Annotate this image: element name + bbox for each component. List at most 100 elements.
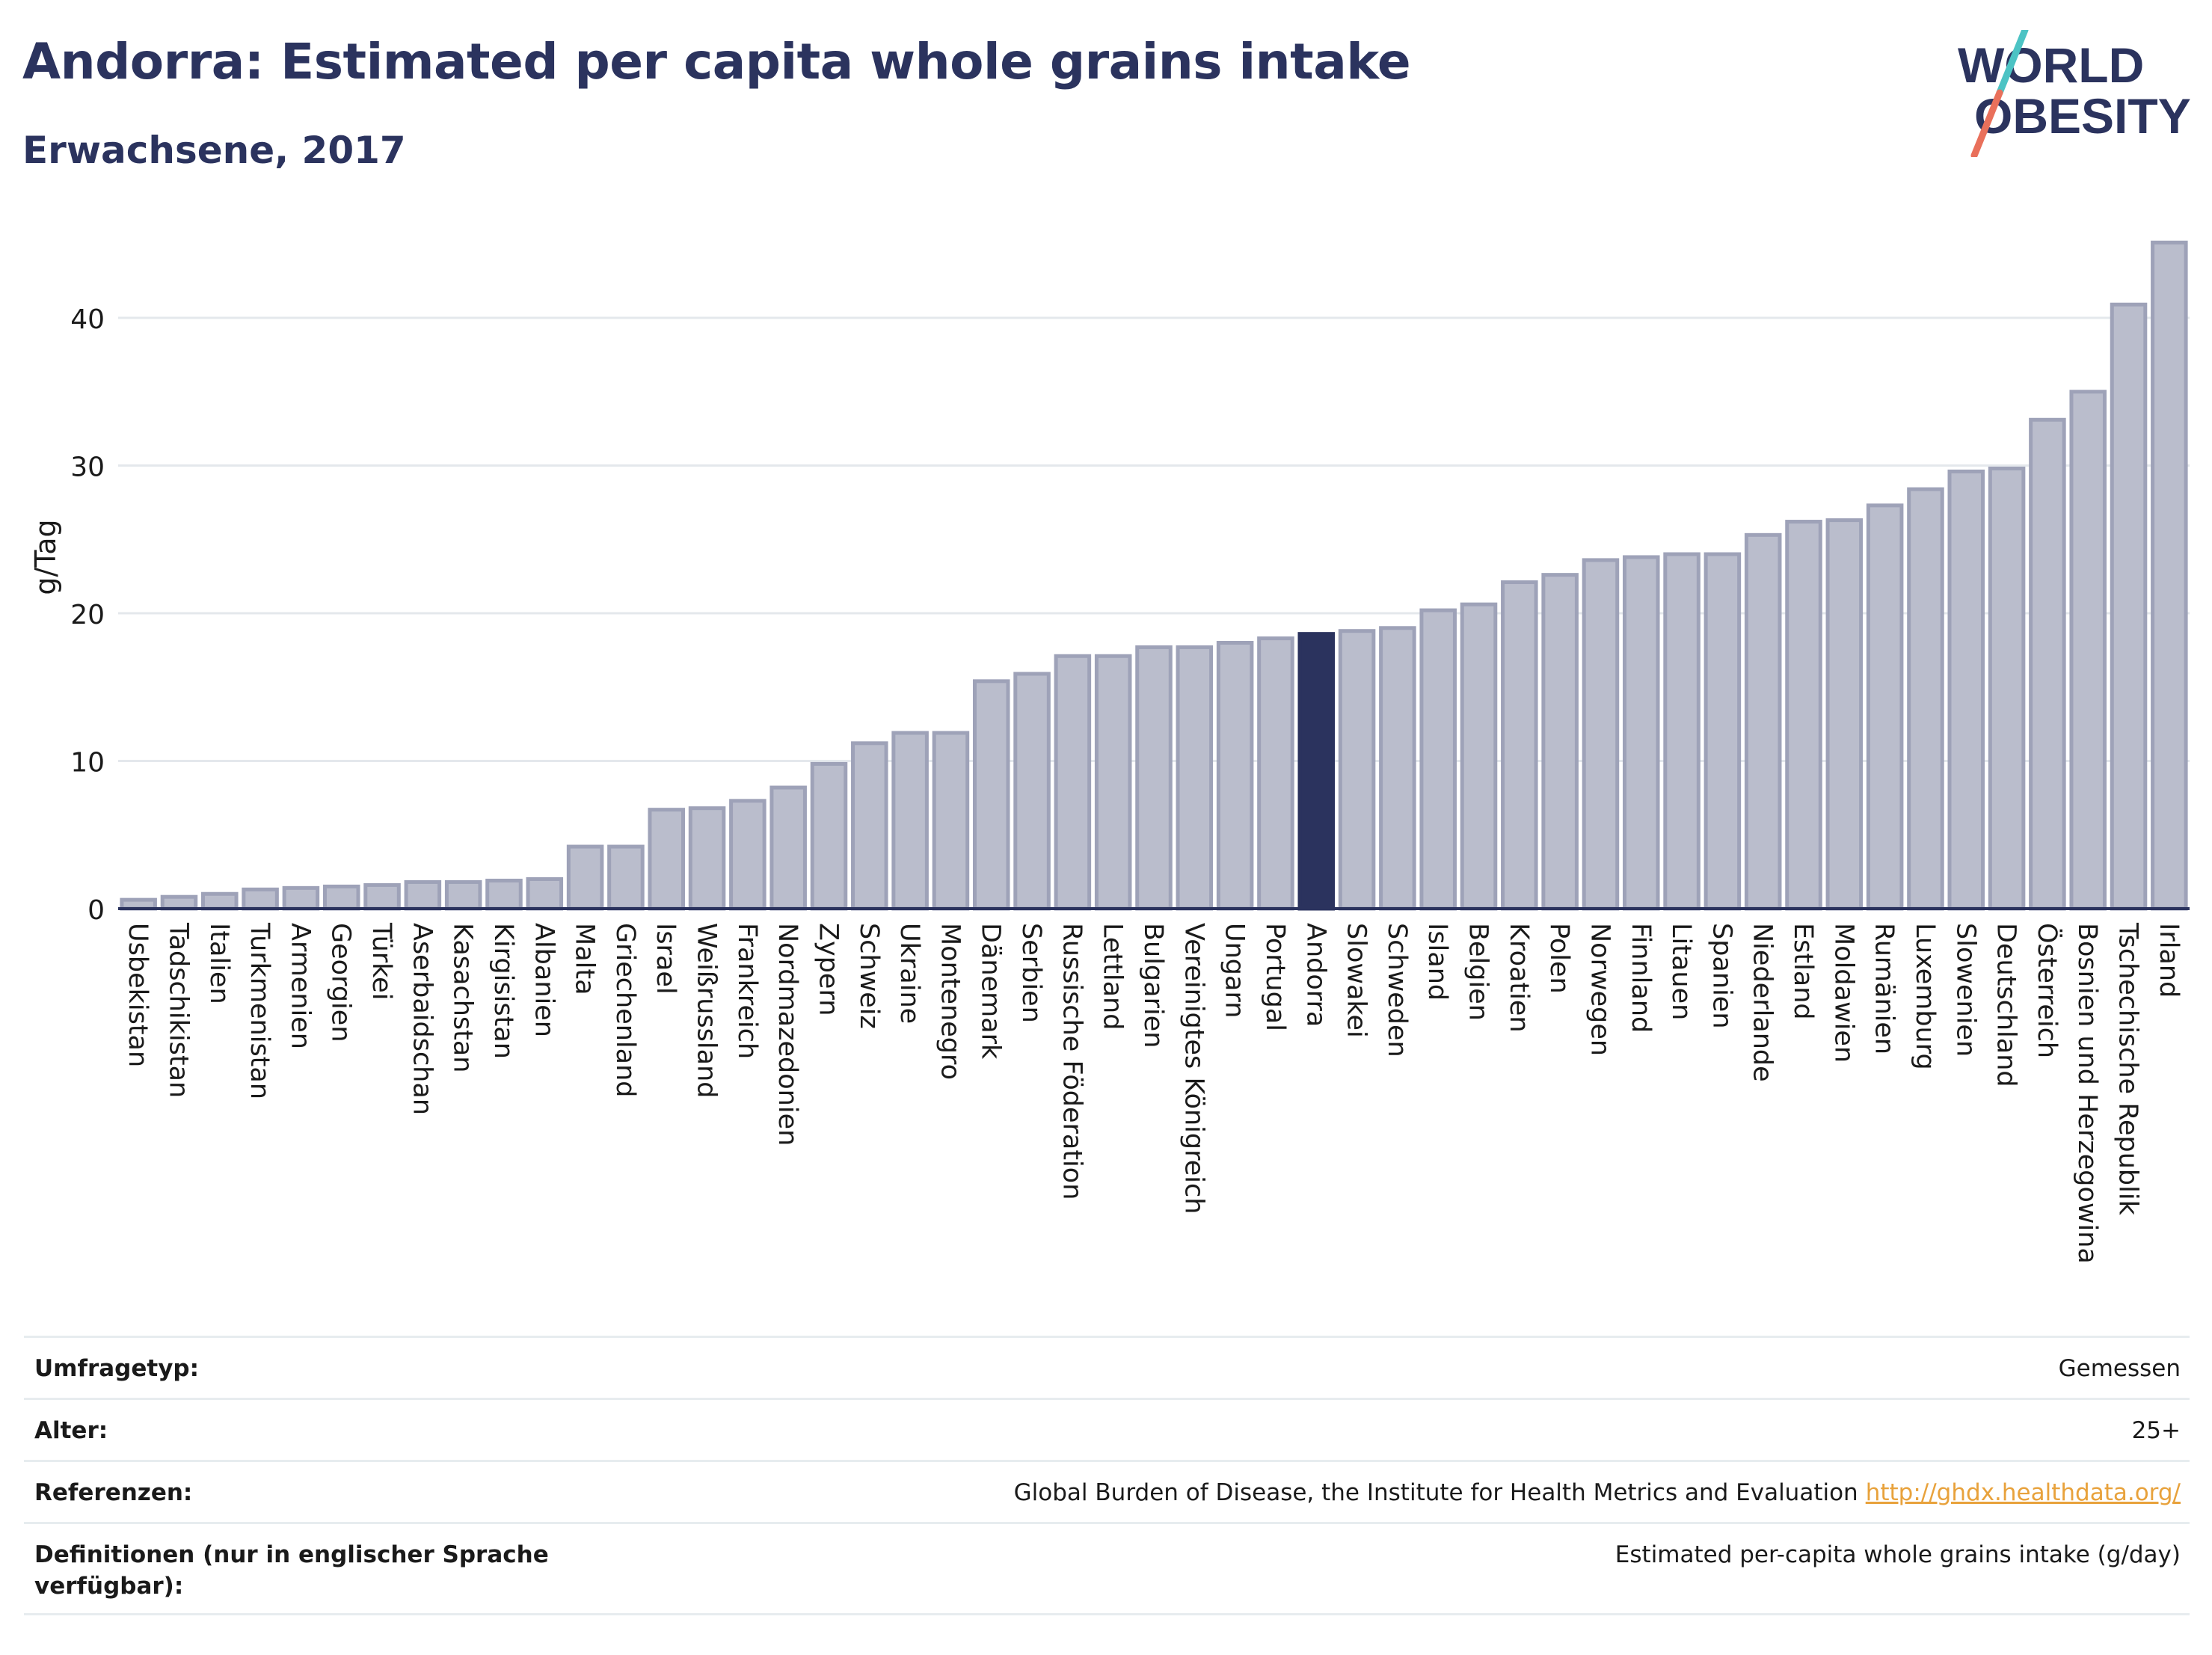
x-tick-label: Dänemark — [976, 923, 1006, 1060]
x-tick-label: Israel — [651, 923, 681, 995]
bar — [2069, 390, 2107, 911]
x-tick-label: Kroatien — [1504, 923, 1534, 1033]
x-tick-label: Usbekistan — [123, 923, 153, 1067]
bar — [1947, 469, 1985, 911]
y-tick-label: 20 — [70, 600, 105, 630]
info-row-references: Referenzen: Global Burden of Disease, th… — [24, 1460, 2190, 1522]
x-tick-label: Schweiz — [854, 923, 884, 1029]
bar — [282, 885, 320, 911]
logo-slash-teal — [1996, 30, 2029, 96]
bar — [160, 894, 198, 911]
bar — [1907, 487, 1944, 911]
x-tick-label: Finnland — [1626, 923, 1656, 1033]
bar — [444, 879, 482, 911]
x-tick-label: Aserbaidschan — [407, 923, 437, 1115]
x-tick-label: Norwegen — [1585, 923, 1615, 1056]
bar — [2029, 417, 2066, 911]
bar — [607, 844, 645, 911]
bar — [485, 878, 523, 911]
x-tick-label: Polen — [1544, 923, 1574, 994]
bar — [1338, 629, 1376, 911]
x-tick-label: Italien — [204, 923, 234, 1004]
info-label: Umfragetyp: — [34, 1355, 199, 1382]
bar — [1176, 645, 1214, 911]
x-tick-label: Nordmazedonien — [772, 923, 802, 1146]
bar — [526, 877, 564, 911]
info-value: Gemessen — [2058, 1355, 2181, 1382]
x-tick-label: Slowenien — [1950, 923, 1980, 1057]
x-tick-label: Slowakei — [1342, 923, 1371, 1038]
y-tick-label: 40 — [70, 304, 105, 335]
x-tick-label: Ungarn — [1220, 923, 1250, 1018]
bar — [404, 879, 442, 911]
bar — [1988, 466, 2026, 911]
y-tick-label: 10 — [70, 748, 105, 779]
bar — [810, 761, 848, 911]
y-tick-label: 0 — [87, 895, 105, 926]
x-tick-label: Vereinigtes Königreich — [1179, 923, 1208, 1214]
bar — [1216, 641, 1254, 911]
info-table: Umfragetyp: Gemessen Alter: 25+ Referenz… — [24, 1336, 2190, 1615]
x-tick-label: Montenegro — [935, 923, 965, 1080]
x-tick-label: Schweden — [1382, 923, 1412, 1057]
info-row-definitions: Definitionen (nur in englischer Sprache … — [24, 1522, 2190, 1615]
x-tick-label: Frankreich — [732, 923, 762, 1059]
x-tick-label: Litauen — [1666, 923, 1696, 1020]
y-tick-label: 30 — [70, 452, 105, 483]
bar — [1054, 654, 1092, 911]
info-label: Referenzen: — [34, 1479, 193, 1506]
bar — [1379, 626, 1416, 911]
logo-word-obesity: OBESITY — [1974, 88, 2191, 144]
bar — [769, 785, 807, 911]
bar — [1622, 555, 1660, 911]
x-tick-label: Deutschland — [1991, 923, 2021, 1087]
chart-title: Andorra: Estimated per capita whole grai… — [22, 33, 1411, 90]
x-tick-label: Österreich — [2032, 923, 2063, 1058]
y-axis-label: g/Tag — [29, 519, 62, 595]
x-tick-label: Moldawien — [1828, 923, 1858, 1063]
reference-text: Global Burden of Disease, the Institute … — [1013, 1479, 1858, 1506]
bar — [363, 882, 401, 911]
x-tick-label: Irland — [2154, 923, 2184, 998]
bar — [891, 731, 929, 911]
bar — [972, 679, 1010, 911]
x-tick-label: Zypern — [813, 923, 843, 1016]
info-label: Definitionen (nur in englischer Sprache … — [34, 1541, 549, 1600]
bar — [1582, 558, 1620, 911]
x-tick-label: Kasachstan — [448, 923, 478, 1072]
chart-subtitle: Erwachsene, 2017 — [22, 129, 406, 172]
bar — [688, 806, 726, 911]
bar — [1785, 520, 1822, 911]
x-tick-label: Portugal — [1260, 923, 1290, 1031]
x-tick-label: Lettland — [1098, 923, 1128, 1030]
bar — [2151, 240, 2188, 911]
x-tick-label: Griechenland — [610, 923, 640, 1097]
reference-link[interactable]: http://ghdx.healthdata.org/ — [1865, 1479, 2181, 1506]
bar — [1744, 532, 1782, 911]
bar — [648, 808, 686, 911]
bar — [1460, 602, 1498, 911]
world-obesity-logo: WORLD OBESITY — [1958, 30, 2191, 157]
logo-slash-red — [1970, 89, 2003, 157]
x-tick-label: Spanien — [1706, 923, 1736, 1029]
x-tick-label: Malta — [570, 923, 600, 995]
info-label: Alter: — [34, 1417, 108, 1444]
bar — [1094, 654, 1132, 911]
x-tick-label: Luxemburg — [1910, 923, 1940, 1070]
bar — [201, 891, 239, 911]
bar — [1663, 552, 1701, 911]
x-tick-label: Niederlande — [1748, 923, 1778, 1082]
logo-word-world: WORLD — [1958, 37, 2144, 93]
bar — [1297, 632, 1336, 911]
bar — [242, 887, 279, 911]
x-tick-label: Rumänien — [1870, 923, 1899, 1054]
x-tick-label: Andorra — [1300, 923, 1330, 1027]
info-value: 25+ — [2131, 1417, 2181, 1444]
bar — [1013, 672, 1051, 911]
info-value: Estimated per-capita whole grains intake… — [1615, 1541, 2181, 1568]
x-tick-label: Island — [1422, 923, 1452, 1001]
x-tick-label: Russische Föderation — [1057, 923, 1087, 1200]
x-tick-label: Ukraine — [894, 923, 924, 1024]
bar — [322, 884, 360, 911]
x-tick-label: Tadschikistan — [163, 922, 193, 1098]
